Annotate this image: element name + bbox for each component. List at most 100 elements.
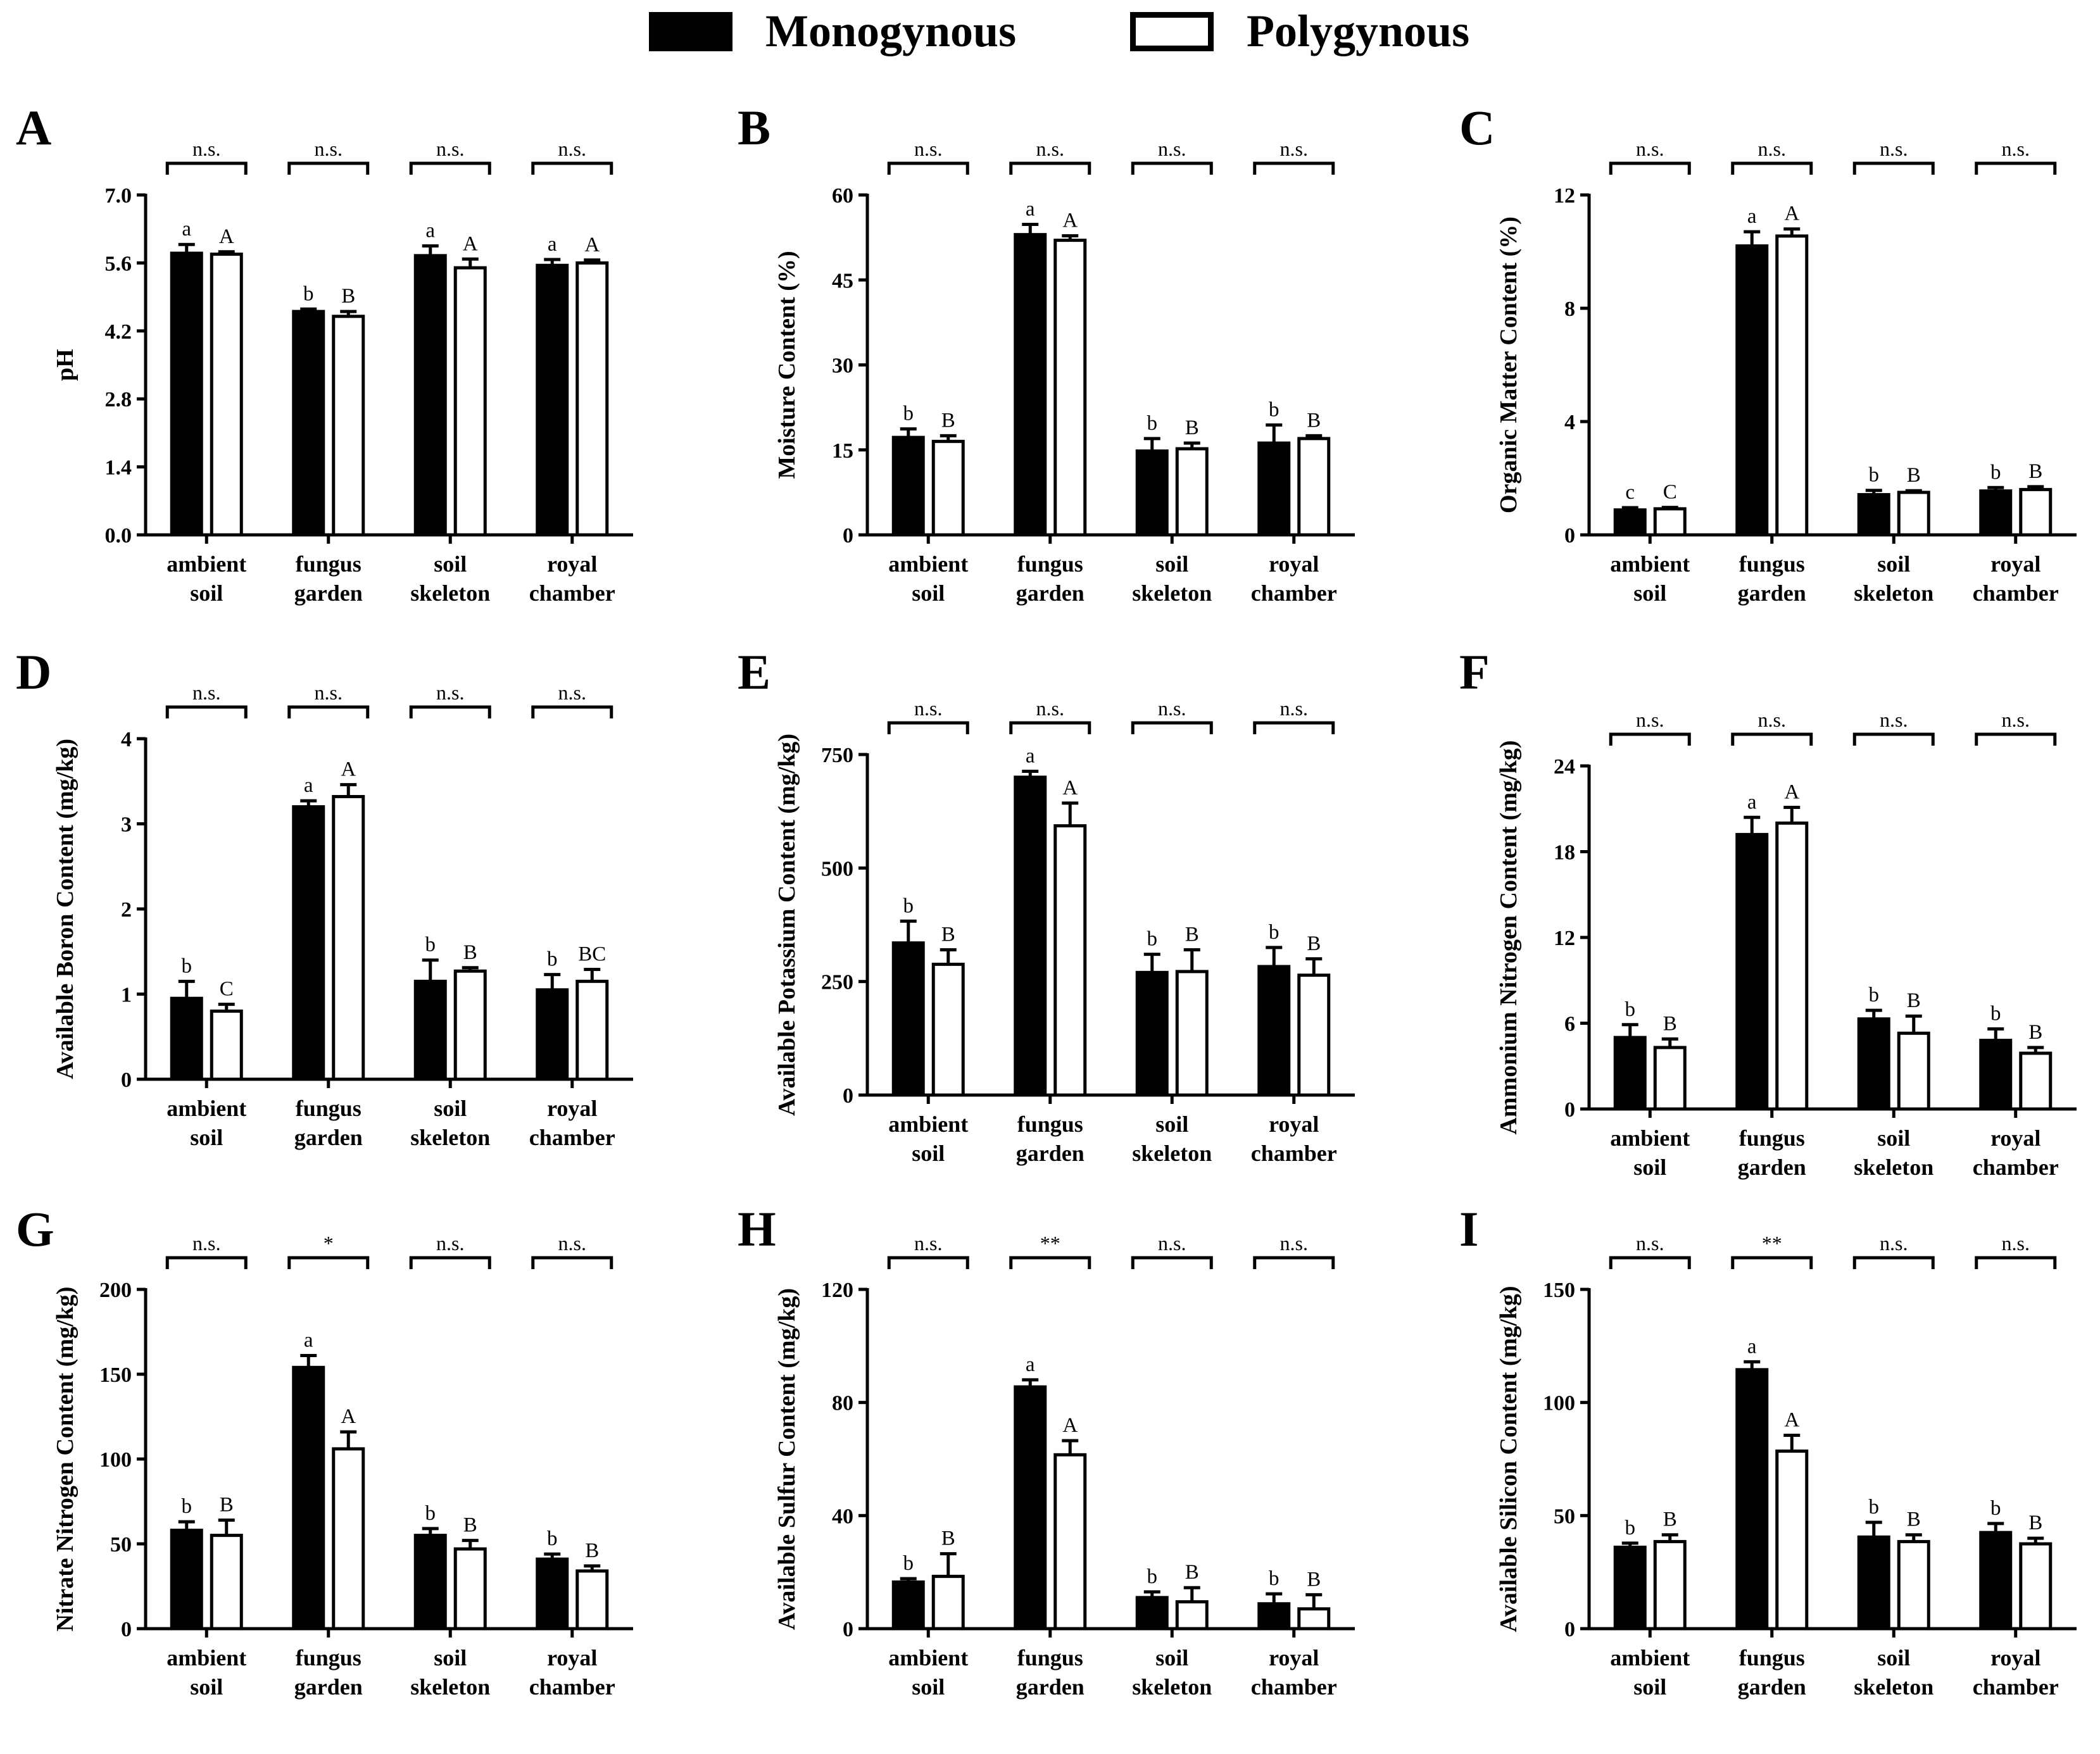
significance-bracket [1731,1256,1813,1269]
x-tick-label: fungus [1739,551,1805,577]
significance-letter: B [1185,923,1199,946]
significance-label: n.s. [1158,1232,1186,1255]
y-tick-label: 0 [843,524,853,548]
x-tick-label: soil [1633,580,1666,606]
x-tick-label: soil [1155,551,1188,577]
significance-bracket [1852,732,1935,746]
significance-label: n.s. [192,137,220,160]
bar-polygynous [1175,970,1209,1097]
x-tick-label: garden [1738,1155,1806,1180]
significance-letter: b [1269,921,1279,944]
significance-bracket [531,161,613,175]
x-tick-label: soil [434,551,467,577]
x-tick-label: skeleton [1854,1674,1933,1700]
x-tick-label: skeleton [1132,1141,1212,1166]
significance-bracket [1731,732,1813,746]
y-tick-label: 3 [121,813,132,837]
y-axis-title: pH [52,349,79,381]
bar-monogynous [1257,1602,1291,1631]
significance-letter: B [941,923,955,946]
y-tick-label: 0 [1564,1618,1575,1641]
bar-polygynous [453,969,487,1081]
significance-letter: b [425,1502,436,1525]
significance-letter: b [1269,1567,1279,1590]
legend: Monogynous Polygynous [0,0,2100,76]
x-tick-label: ambient [888,551,968,577]
significance-letter: B [1307,932,1321,955]
y-tick-label: 12 [1554,927,1575,950]
significance-letter: B [2028,1512,2042,1534]
significance-label: n.s. [2002,137,2030,160]
significance-bracket [1131,721,1213,734]
significance-bracket [1975,732,2057,746]
x-tick-label: fungus [1739,1645,1805,1670]
significance-label: n.s. [558,681,586,704]
significance-letter: BC [578,943,606,965]
bar-polygynous [575,261,609,537]
significance-letter: B [2028,460,2042,483]
significance-letter: a [1747,205,1757,228]
x-tick-label: skeleton [1132,580,1212,606]
significance-letter: B [1907,989,1921,1012]
significance-label: n.s. [1880,708,1908,731]
y-tick-label: 1 [121,984,132,1007]
bar-monogynous [170,1529,203,1631]
significance-bracket [287,161,370,175]
bar-monogynous [1979,1531,2013,1631]
significance-label: * [324,1232,334,1255]
significance-label: n.s. [1880,137,1908,160]
bar-monogynous [413,1534,447,1631]
bar-polygynous [1297,1607,1331,1631]
bar-monogynous [1613,508,1647,537]
significance-letter: B [1185,417,1199,439]
significance-letter: a [425,220,435,242]
significance-letter: b [425,934,436,956]
x-tick-label: soil [434,1096,467,1121]
y-tick-label: 0 [843,1084,853,1108]
significance-bracket [887,1256,969,1269]
bar-monogynous [1979,489,2013,537]
bar-polygynous [1175,1600,1209,1631]
bar-monogynous [292,310,325,537]
x-tick-label: ambient [888,1112,968,1137]
bar-monogynous [1979,1039,2013,1111]
bar-polygynous [210,253,243,537]
panel-D: D 0 1 2 3 4 Available Boron Content (mg/kg) amb… [16,644,633,1150]
significance-bracket [409,705,491,718]
y-tick-label: 12 [1554,184,1575,208]
x-tick-label: garden [1016,580,1085,606]
significance-letter: A [219,225,234,248]
y-tick-label: 2 [121,898,132,922]
bar-polygynous [453,1547,487,1631]
bar-monogynous [1257,441,1291,537]
bar-monogynous [1735,1368,1769,1631]
significance-bracket [1975,1256,2057,1269]
bar-monogynous [536,988,569,1081]
y-tick-label: 0.0 [105,524,132,548]
significance-bracket [165,705,248,718]
bar-monogynous [536,263,569,537]
x-tick-label: royal [547,1645,597,1670]
x-tick-label: soil [190,580,223,606]
x-tick-label: royal [547,551,597,577]
significance-bracket [1253,161,1335,175]
significance-label: n.s. [1036,137,1064,160]
bar-polygynous [1653,1046,1687,1111]
legend-item-monogynous: Monogynous [649,5,1016,58]
significance-letter: a [548,233,557,256]
x-tick-label: soil [912,580,945,606]
x-tick-label: skeleton [410,1674,490,1700]
panel-A: A 0.0 1.4 2.8 4.2 5.6 7.0 pH ambient soil n.s. a Afu… [16,100,633,606]
significance-bracket [165,1256,248,1269]
significance-label: n.s. [1880,1232,1908,1255]
bar-monogynous [1857,1017,1890,1111]
significance-bracket [1131,1256,1213,1269]
significance-bracket [1852,161,1935,175]
significance-bracket [409,161,491,175]
significance-label: n.s. [1158,137,1186,160]
x-tick-label: ambient [1610,1125,1690,1151]
y-tick-label: 750 [821,744,853,767]
significance-bracket [1253,721,1335,734]
x-tick-label: garden [1738,1674,1806,1700]
significance-label: n.s. [192,1232,220,1255]
